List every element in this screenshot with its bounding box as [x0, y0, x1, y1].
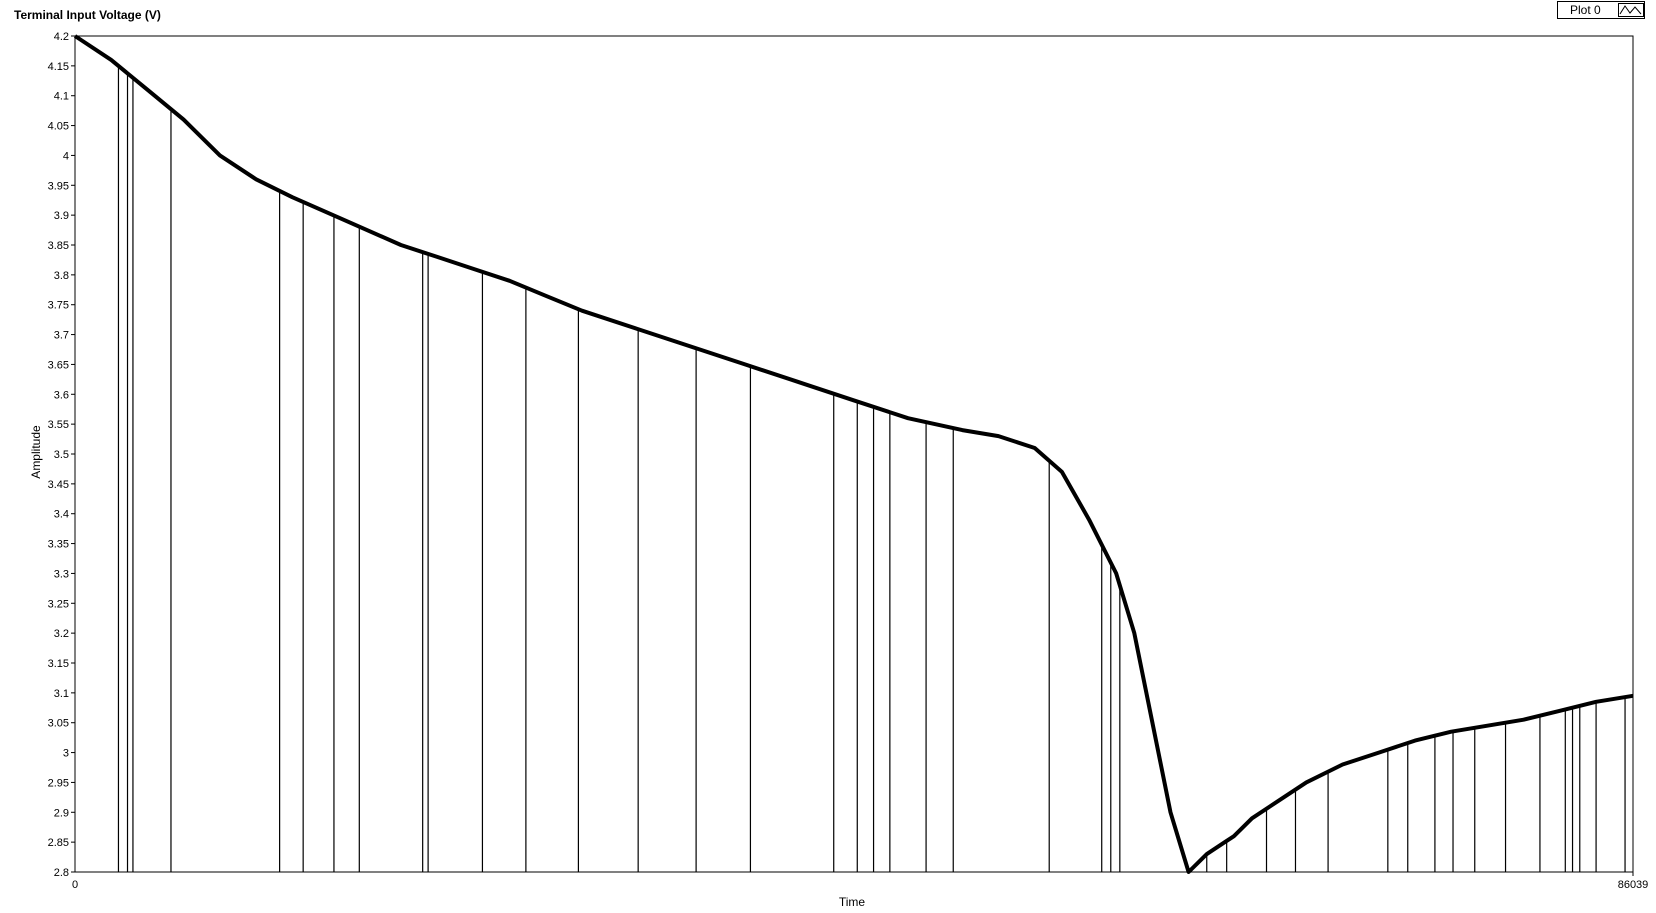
y-tick-label: 3.8 [54, 270, 69, 282]
y-tick-label: 3.2 [54, 628, 69, 640]
y-tick-label: 3.05 [48, 718, 69, 730]
y-tick-label: 3.75 [48, 300, 69, 312]
y-tick-label: 3.15 [48, 658, 69, 670]
y-tick-label: 3.3 [54, 568, 69, 580]
x-tick-label: 86039 [1618, 879, 1649, 891]
y-tick-label: 3.7 [54, 330, 69, 342]
y-tick-label: 3.9 [54, 210, 69, 222]
y-tick-label: 3.35 [48, 539, 69, 551]
y-tick-label: 4.2 [54, 31, 69, 43]
x-tick-label: 0 [72, 879, 78, 891]
y-tick-label: 3.5 [54, 449, 69, 461]
y-tick-label: 3.25 [48, 598, 69, 610]
y-tick-label: 3.45 [48, 479, 69, 491]
y-tick-label: 2.9 [54, 807, 69, 819]
y-tick-label: 3.85 [48, 240, 69, 252]
y-tick-label: 3.1 [54, 688, 69, 700]
legend-label: Plot 0 [1570, 3, 1601, 17]
y-tick-label: 2.95 [48, 777, 69, 789]
y-tick-label: 4.15 [48, 61, 69, 73]
y-tick-label: 2.85 [48, 837, 69, 849]
y-tick-label: 2.8 [54, 867, 69, 879]
y-tick-label: 3.6 [54, 389, 69, 401]
x-axis-label: Time [838, 895, 866, 909]
y-tick-label: 3.95 [48, 180, 69, 192]
y-tick-label: 4.05 [48, 121, 69, 133]
chart-title: Terminal Input Voltage (V) [14, 8, 161, 22]
y-tick-label: 4.1 [54, 91, 69, 103]
y-tick-label: 3.55 [48, 419, 69, 431]
y-tick-label: 3 [63, 748, 69, 760]
series-line-plot-0 [73, 34, 1634, 874]
y-tick-label: 3.65 [48, 359, 69, 371]
y-tick-label: 3.4 [54, 509, 69, 521]
legend-line-swatch-icon [1618, 3, 1644, 17]
plot-legend[interactable]: Plot 0 [1557, 1, 1645, 19]
y-tick-label: 4 [63, 150, 69, 162]
